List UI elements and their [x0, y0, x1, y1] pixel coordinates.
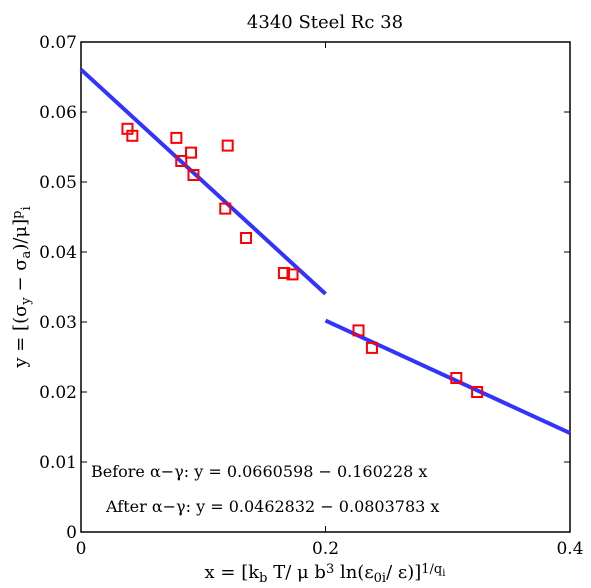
- axis-label-part: 0i: [374, 571, 386, 586]
- y-tick-label: 0.04: [39, 243, 77, 263]
- axis-label-part: a: [19, 250, 34, 258]
- axis-label-part: b: [259, 571, 267, 586]
- axis-label-part: − σ: [10, 258, 31, 297]
- data-point: [221, 139, 234, 152]
- y-tick-label: 0: [66, 523, 77, 543]
- x-tick-label: 0.2: [312, 539, 339, 559]
- fit-lines: [79, 68, 571, 435]
- y-tick-label: 0.05: [39, 173, 77, 193]
- y-axis: 0 0.01 0.02 0.03 0.04 0.05 0.06 0.07: [39, 33, 570, 543]
- x-axis: 0 0.2 0.4: [76, 42, 584, 559]
- axis-label-part: 1/q: [421, 562, 442, 577]
- data-point: [219, 202, 232, 215]
- x-axis-label: x = [kb T/ μ b3 ln(ε0i/ ε)]1/qi: [205, 562, 446, 586]
- axis-label-part: p: [10, 211, 25, 219]
- data-point: [471, 386, 484, 398]
- axis-label-part: i: [19, 206, 34, 210]
- axis-label-part: x = [k: [205, 562, 261, 583]
- y-tick-label: 0.06: [39, 103, 77, 123]
- data-point: [352, 324, 365, 337]
- x-tick-label: 0: [76, 539, 87, 559]
- data-point: [365, 341, 378, 354]
- axis-label-part: y = [(σ: [10, 305, 31, 369]
- axis-label-part: / ε)]: [386, 562, 421, 583]
- y-tick-label: 0.01: [39, 453, 77, 473]
- chart-title: 4340 Steel Rc 38: [247, 12, 403, 33]
- axis-label-part: y: [19, 297, 34, 306]
- data-point: [277, 267, 290, 279]
- annotation-after: After α−γ: y = 0.0462832 − 0.0803783 x: [105, 497, 439, 516]
- data-point: [187, 169, 200, 181]
- fit-line-0: [79, 68, 327, 296]
- y-tick-label: 0.07: [39, 33, 77, 53]
- data-point: [175, 155, 188, 167]
- axis-label-part: T/ μ b: [267, 562, 325, 583]
- y-tick-label: 0.02: [39, 383, 77, 403]
- x-tick-label: 0.4: [556, 539, 583, 559]
- axis-label-part: i: [442, 568, 445, 579]
- fit-line-1: [324, 318, 571, 435]
- data-point: [170, 131, 183, 144]
- data-point: [450, 372, 463, 384]
- y-tick-label: 0.03: [39, 313, 77, 333]
- data-point: [286, 268, 299, 281]
- y-axis-label: y = [(σy − σa)/μ]pi: [10, 206, 34, 368]
- axis-label-part: 3: [326, 562, 334, 577]
- axis-label-part: ln(ε: [334, 562, 373, 583]
- data-points: [121, 122, 484, 398]
- data-point: [240, 232, 253, 244]
- annotation-before: Before α−γ: y = 0.0660598 − 0.160228 x: [91, 462, 427, 481]
- data-point: [185, 146, 198, 159]
- axis-label-part: )/μ]: [10, 219, 31, 251]
- data-point: [126, 129, 139, 142]
- plot-area: [80, 41, 571, 533]
